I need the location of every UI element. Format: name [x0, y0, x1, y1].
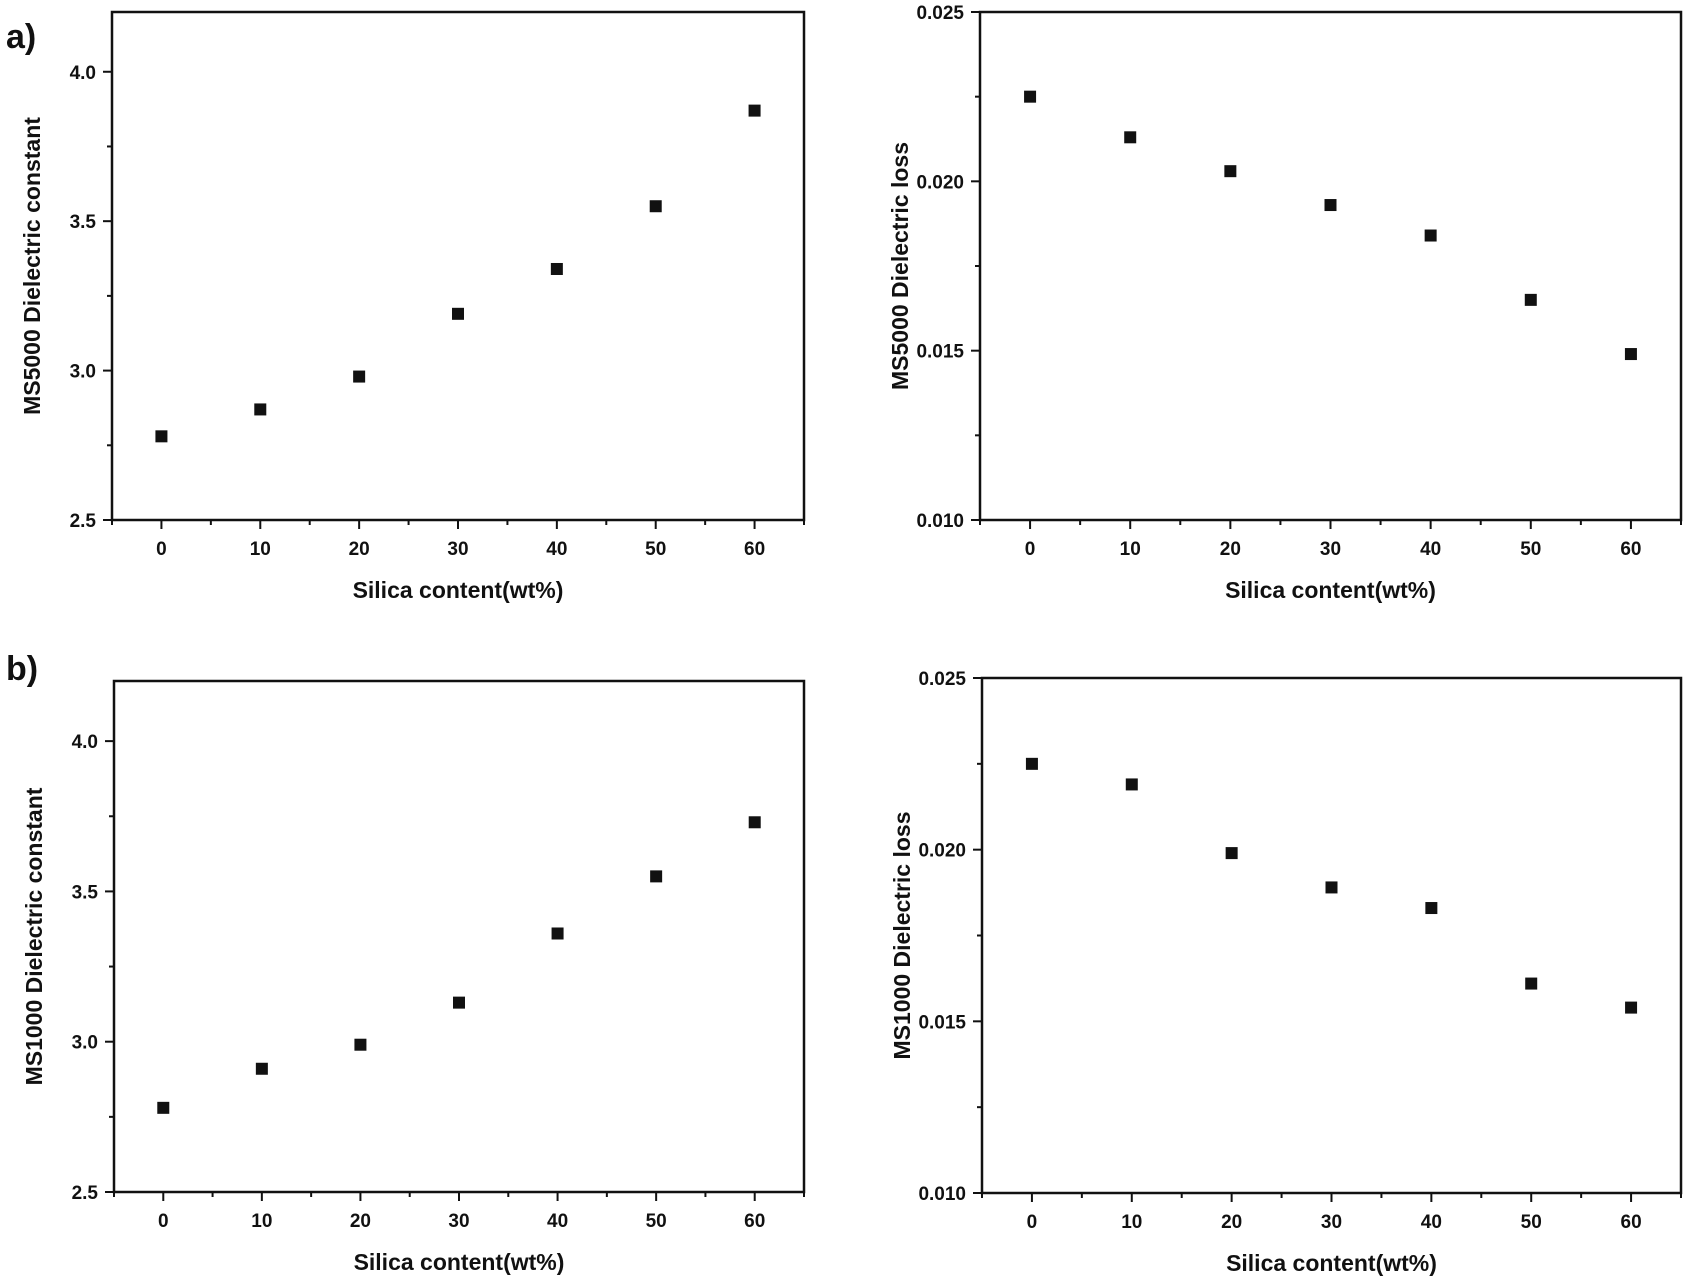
x-tick-label: 40 [1421, 1212, 1442, 1233]
data-point [452, 307, 464, 320]
data-point [255, 1062, 268, 1075]
x-tick-label: 30 [447, 539, 468, 560]
panel-label-a: a) [6, 18, 36, 56]
plots-container: 0 10 20 30 40 50 60 2.5 3.0 3.5 4.0 Silica content(… [19, 3, 1683, 1276]
x-tick-label: 20 [350, 1211, 371, 1232]
x-tick-label: 50 [645, 539, 666, 560]
x-axis-title: Silica content(wt%) [354, 1249, 565, 1275]
x-tick-label: 50 [1520, 539, 1541, 560]
data-point [157, 1101, 170, 1114]
y-tick-label: 2.5 [72, 1183, 99, 1204]
y-tick-label: 0.015 [916, 342, 964, 363]
data-point [1324, 199, 1337, 212]
data-point [649, 200, 662, 213]
y-axis-title: MS1000 Dielectric loss [889, 811, 915, 1059]
x-tick-label: 30 [1321, 1212, 1342, 1233]
y-tick-label: 0.010 [918, 1184, 966, 1205]
x-tick-label: 10 [1121, 1212, 1142, 1233]
data-point [1025, 757, 1038, 770]
data-point [155, 430, 168, 443]
x-tick-label: 40 [546, 539, 567, 560]
x-tick-label: 30 [448, 1211, 469, 1232]
x-tick-label: 30 [1320, 539, 1341, 560]
y-axis-title: MS5000 Dielectric loss [887, 142, 913, 390]
data-point [1425, 902, 1438, 915]
data-point [1224, 165, 1237, 178]
plot-3: 0 10 20 30 40 50 60 2.5 3.0 3.5 4.0 Silica content(… [21, 679, 806, 1275]
x-tick-label: 50 [1521, 1212, 1542, 1233]
x-tick-label: 40 [1420, 539, 1441, 560]
y-tick-label: 0.020 [916, 172, 964, 193]
y-tick-label: 0.025 [918, 669, 966, 690]
y-tick-label: 3.5 [72, 882, 99, 903]
y-tick-label: 3.0 [72, 1033, 98, 1054]
data-point [354, 1038, 367, 1051]
x-tick-label: 10 [1120, 539, 1141, 560]
x-tick-label: 20 [1221, 1212, 1242, 1233]
x-tick-label: 60 [744, 539, 765, 560]
y-tick-label: 0.010 [916, 511, 964, 532]
data-point [353, 370, 366, 383]
x-tick-label: 0 [1027, 1212, 1038, 1233]
x-tick-label: 60 [1621, 1212, 1642, 1233]
data-point [1125, 778, 1138, 791]
y-tick-label: 4.0 [70, 63, 96, 84]
plot-frame [978, 10, 1683, 522]
plot-frame [980, 676, 1683, 1195]
plot-4: 0 10 20 30 40 50 60 0.010 0.015 0.020 0.025 Silica … [889, 669, 1683, 1276]
data-point [1024, 90, 1037, 103]
data-point [748, 104, 761, 117]
data-point [748, 816, 761, 829]
data-point [1225, 847, 1238, 860]
x-tick-label: 10 [250, 539, 271, 560]
x-tick-label: 0 [1025, 539, 1036, 560]
x-tick-label: 20 [1220, 539, 1241, 560]
x-tick-label: 60 [1620, 539, 1641, 560]
data-point [1625, 1001, 1638, 1014]
y-tick-label: 0.020 [918, 841, 966, 862]
y-tick-label: 3.0 [70, 362, 96, 383]
x-tick-label: 40 [547, 1211, 568, 1232]
panel-label-b: b) [6, 650, 38, 688]
y-tick-label: 3.5 [70, 212, 97, 233]
x-tick-label: 0 [158, 1211, 169, 1232]
data-point [1325, 881, 1338, 894]
data-point [551, 927, 564, 940]
y-axis-title: MS1000 Dielectric constant [21, 787, 47, 1085]
data-point [1525, 977, 1538, 990]
x-tick-label: 10 [251, 1211, 272, 1232]
x-tick-label: 50 [646, 1211, 667, 1232]
data-point [1124, 131, 1137, 144]
y-tick-label: 0.025 [916, 3, 964, 24]
data-point [1524, 293, 1537, 306]
plot-1: 0 10 20 30 40 50 60 2.5 3.0 3.5 4.0 Silica content(… [19, 10, 806, 603]
data-point [453, 996, 465, 1009]
y-axis-title: MS5000 Dielectric constant [19, 117, 45, 415]
x-tick-label: 60 [744, 1211, 765, 1232]
plot-frame [110, 10, 806, 522]
y-tick-label: 2.5 [70, 511, 97, 532]
plot-2: 0 10 20 30 40 50 60 0.010 0.015 0.020 0.025 Silica … [887, 3, 1683, 603]
x-axis-title: Silica content(wt%) [1225, 577, 1436, 603]
plot-frame [112, 679, 806, 1194]
data-point [550, 262, 563, 275]
data-point [254, 403, 267, 416]
data-point [650, 870, 663, 883]
x-tick-label: 20 [349, 539, 370, 560]
x-axis-title: Silica content(wt%) [1226, 1250, 1437, 1276]
y-tick-label: 0.015 [918, 1012, 966, 1033]
x-axis-title: Silica content(wt%) [353, 577, 564, 603]
y-tick-label: 4.0 [72, 732, 98, 753]
data-point [1624, 348, 1637, 361]
data-point [1424, 229, 1437, 242]
x-tick-label: 0 [156, 539, 167, 560]
